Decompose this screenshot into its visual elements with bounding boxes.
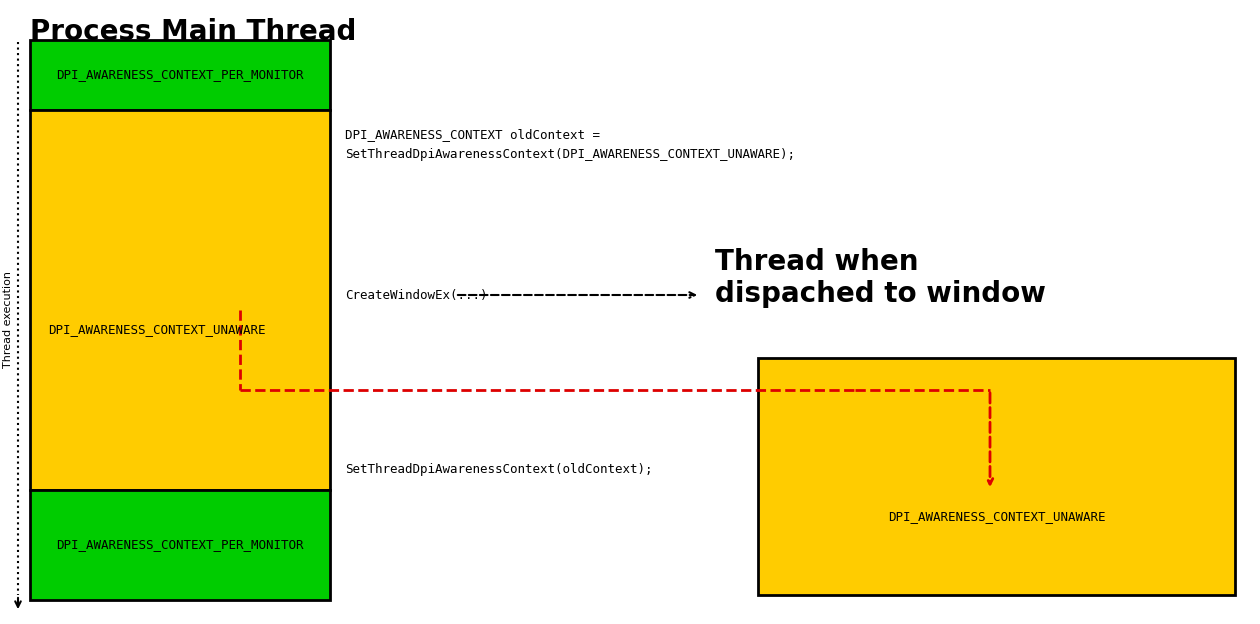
Text: CreateWindowEx(...): CreateWindowEx(...) bbox=[345, 288, 488, 301]
Text: SetThreadDpiAwarenessContext(DPI_AWARENESS_CONTEXT_UNAWARE);: SetThreadDpiAwarenessContext(DPI_AWARENE… bbox=[345, 148, 795, 161]
Text: DPI_AWARENESS_CONTEXT_UNAWARE: DPI_AWARENESS_CONTEXT_UNAWARE bbox=[888, 510, 1105, 523]
Bar bbox=[759, 358, 1235, 595]
Text: SetThreadDpiAwarenessContext(oldContext);: SetThreadDpiAwarenessContext(oldContext)… bbox=[345, 464, 653, 477]
Bar bbox=[30, 40, 330, 110]
Bar bbox=[30, 110, 330, 490]
Text: Thread execution: Thread execution bbox=[3, 271, 13, 369]
Text: DPI_AWARENESS_CONTEXT_PER_MONITOR: DPI_AWARENESS_CONTEXT_PER_MONITOR bbox=[57, 69, 304, 82]
Text: DPI_AWARENESS_CONTEXT oldContext =: DPI_AWARENESS_CONTEXT oldContext = bbox=[345, 128, 600, 141]
Bar bbox=[30, 490, 330, 600]
Text: DPI_AWARENESS_CONTEXT_PER_MONITOR: DPI_AWARENESS_CONTEXT_PER_MONITOR bbox=[57, 539, 304, 552]
Text: DPI_AWARENESS_CONTEXT_UNAWARE: DPI_AWARENESS_CONTEXT_UNAWARE bbox=[48, 323, 266, 336]
Text: Thread when
dispached to window: Thread when dispached to window bbox=[714, 248, 1046, 308]
Text: Process Main Thread: Process Main Thread bbox=[30, 18, 357, 46]
